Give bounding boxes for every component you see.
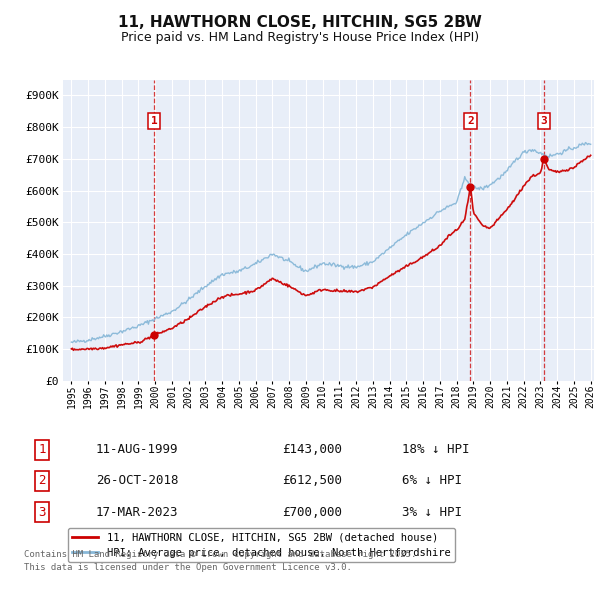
- Text: 1: 1: [38, 443, 46, 456]
- Text: £612,500: £612,500: [282, 474, 342, 487]
- Text: 3% ↓ HPI: 3% ↓ HPI: [402, 506, 462, 519]
- Text: 18% ↓ HPI: 18% ↓ HPI: [402, 443, 470, 456]
- Text: Contains HM Land Registry data © Crown copyright and database right 2025.: Contains HM Land Registry data © Crown c…: [24, 550, 416, 559]
- Text: 2: 2: [38, 474, 46, 487]
- Text: This data is licensed under the Open Government Licence v3.0.: This data is licensed under the Open Gov…: [24, 563, 352, 572]
- Text: 26-OCT-2018: 26-OCT-2018: [96, 474, 179, 487]
- Text: 3: 3: [38, 506, 46, 519]
- Text: £143,000: £143,000: [282, 443, 342, 456]
- Text: 2: 2: [467, 116, 474, 126]
- Legend: 11, HAWTHORN CLOSE, HITCHIN, SG5 2BW (detached house), HPI: Average price, detac: 11, HAWTHORN CLOSE, HITCHIN, SG5 2BW (de…: [68, 529, 455, 562]
- Text: 11-AUG-1999: 11-AUG-1999: [96, 443, 179, 456]
- Text: Price paid vs. HM Land Registry's House Price Index (HPI): Price paid vs. HM Land Registry's House …: [121, 31, 479, 44]
- Text: 1: 1: [151, 116, 158, 126]
- Text: 11, HAWTHORN CLOSE, HITCHIN, SG5 2BW: 11, HAWTHORN CLOSE, HITCHIN, SG5 2BW: [118, 15, 482, 30]
- Text: 6% ↓ HPI: 6% ↓ HPI: [402, 474, 462, 487]
- Text: 3: 3: [541, 116, 547, 126]
- Text: 17-MAR-2023: 17-MAR-2023: [96, 506, 179, 519]
- Text: £700,000: £700,000: [282, 506, 342, 519]
